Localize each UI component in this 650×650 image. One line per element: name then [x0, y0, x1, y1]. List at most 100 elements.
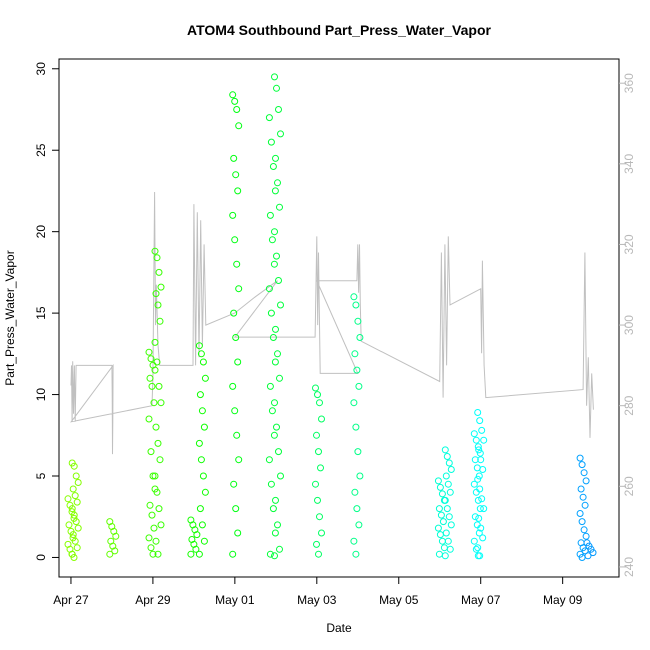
data-point	[470, 480, 478, 488]
data-point	[200, 423, 208, 431]
x-axis: Apr 27 Apr 29 May 01 May 03 May 05 May 07 May …	[53, 577, 583, 607]
data-point	[355, 521, 363, 529]
data-point	[479, 466, 487, 473]
data-point	[445, 459, 453, 467]
data-point	[272, 496, 279, 504]
data-point	[267, 309, 275, 317]
data-point	[352, 423, 360, 431]
data-point	[234, 358, 242, 366]
data-point	[155, 505, 163, 513]
y2-tick-label: 260	[622, 476, 636, 496]
y2-tick-label: 280	[622, 395, 636, 415]
y-tick-label: 5	[34, 472, 48, 479]
data-point	[145, 534, 153, 542]
data-point	[198, 521, 206, 529]
y2-tick-label: 360	[622, 73, 636, 93]
data-point	[231, 236, 239, 244]
data-point	[154, 550, 162, 558]
data-point	[196, 391, 204, 399]
y2-axis: 240 260 280 300 320 340 360	[619, 73, 636, 577]
data-point	[270, 431, 278, 439]
data-point	[199, 358, 207, 366]
data-point	[73, 544, 81, 552]
data-point	[354, 317, 362, 325]
data-point	[580, 469, 588, 477]
data-point	[316, 399, 323, 407]
data-point	[72, 518, 80, 526]
data-point	[157, 521, 165, 529]
data-point	[230, 154, 238, 162]
scatter-points	[64, 73, 597, 561]
data-point	[479, 534, 487, 542]
data-point	[476, 505, 484, 513]
data-point	[231, 407, 239, 415]
data-point	[235, 285, 243, 293]
data-point	[267, 480, 275, 488]
data-point	[267, 138, 275, 146]
x-axis-label: Date	[326, 621, 352, 635]
chart-title: ATOM4 Southbound Part_Press_Water_Vapor	[187, 22, 491, 38]
data-point	[480, 436, 488, 444]
data-point	[472, 545, 480, 553]
data-point	[582, 477, 590, 485]
data-point	[268, 236, 276, 244]
x-tick-label: May 05	[379, 593, 419, 607]
data-point	[478, 495, 486, 503]
data-point	[230, 309, 238, 317]
data-point	[350, 293, 358, 301]
data-point	[276, 374, 283, 382]
data-point	[354, 448, 362, 456]
data-point	[197, 350, 205, 358]
data-point	[69, 531, 77, 539]
data-point	[318, 529, 325, 537]
data-point	[233, 260, 241, 268]
data-point	[146, 501, 154, 509]
data-point	[106, 550, 114, 558]
data-point	[269, 505, 277, 513]
data-point	[234, 187, 242, 195]
data-point	[434, 477, 442, 485]
data-point	[271, 529, 279, 537]
data-point	[72, 472, 80, 480]
data-point	[470, 430, 478, 438]
data-point	[229, 91, 237, 99]
data-point	[268, 407, 276, 415]
data-point	[272, 325, 279, 333]
data-point	[73, 498, 81, 506]
x-tick-label: May 07	[461, 593, 501, 607]
data-point	[277, 472, 284, 480]
data-point	[351, 350, 359, 358]
data-point	[234, 529, 242, 537]
data-point	[442, 529, 450, 537]
data-point	[477, 456, 485, 464]
data-point	[270, 260, 278, 268]
data-point	[275, 448, 282, 456]
data-point	[187, 550, 195, 558]
data-point	[434, 524, 442, 532]
data-point	[271, 187, 279, 195]
data-point	[232, 171, 240, 179]
data-point	[233, 106, 241, 113]
data-point	[229, 211, 237, 219]
data-point	[446, 545, 454, 553]
data-point	[475, 446, 483, 454]
data-point	[231, 97, 239, 105]
data-point	[229, 550, 237, 558]
data-point	[446, 488, 454, 496]
data-point	[232, 334, 240, 341]
data-point	[235, 456, 243, 464]
data-point	[146, 374, 154, 382]
data-point	[266, 550, 274, 558]
data-point	[356, 334, 364, 341]
data-point	[442, 472, 450, 480]
secondary-line	[70, 191, 594, 455]
data-point	[447, 521, 455, 529]
data-point	[74, 524, 82, 532]
y-tick-label: 0	[34, 554, 48, 561]
data-point	[148, 511, 156, 519]
data-point	[266, 211, 274, 219]
data-point	[271, 73, 278, 81]
y2-tick-label: 300	[622, 315, 636, 335]
data-point	[269, 334, 277, 341]
data-point	[474, 475, 482, 483]
